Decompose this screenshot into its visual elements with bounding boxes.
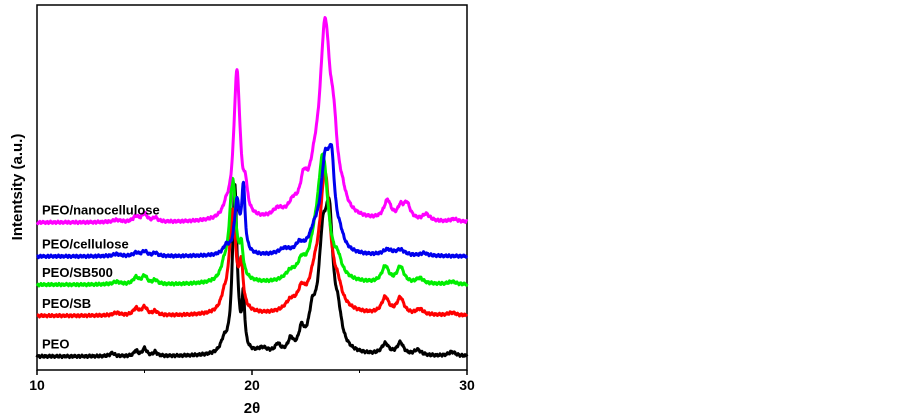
y-axis-title: Intentsity (a.u.) [9,134,26,241]
series-label: PEO [42,336,69,351]
x-tick-label: 10 [29,377,45,393]
x-axis: 10 20 30 [29,370,475,393]
series-label: PEO/SB [42,296,91,311]
series-line-peo-sb [36,170,469,319]
series-labels: PEO PEO/SB PEO/SB500 PEO/cellulose PEO/nanoc… [42,203,160,352]
series-line-peo [35,183,469,360]
series-label: PEO/SB500 [42,265,113,280]
x-axis-title: 2θ [244,400,260,417]
series-line-peo-sb500 [35,152,469,288]
series-line-peo-nanocellulose [35,16,469,226]
series-line-peo-cellulose [36,142,468,260]
series-label: PEO/nanocellulose [42,203,160,218]
series-label: PEO/cellulose [42,236,129,251]
x-tick-label: 30 [459,377,475,393]
series-group [35,16,469,360]
x-tick-label: 20 [244,377,260,393]
